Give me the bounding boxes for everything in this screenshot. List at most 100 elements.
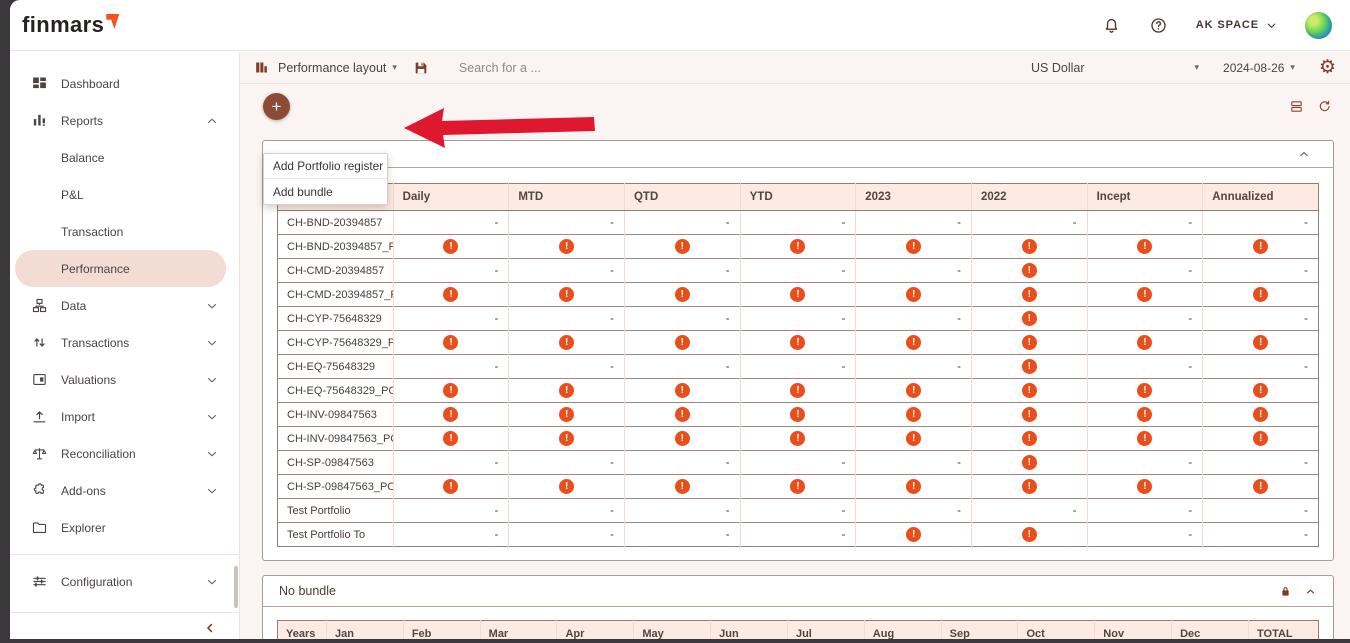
warning-icon[interactable]: ! <box>1021 455 1037 470</box>
settings-gear-icon[interactable]: ⚙ <box>1318 57 1336 78</box>
sidebar-item-valuations[interactable]: Valuations <box>10 361 239 398</box>
sidebar-item-performance[interactable]: Performance <box>15 250 226 287</box>
sidebar-item-reconciliation[interactable]: Reconciliation <box>10 435 239 472</box>
sidebar-item-pnl[interactable]: P&L <box>10 176 239 213</box>
warning-icon[interactable]: ! <box>906 335 922 350</box>
sidebar-item-reports[interactable]: Reports <box>10 102 239 139</box>
search-input[interactable] <box>456 59 717 76</box>
warning-icon[interactable]: ! <box>1253 287 1269 302</box>
user-avatar[interactable] <box>1305 11 1332 39</box>
warning-icon[interactable]: ! <box>906 479 922 494</box>
finmars-logo[interactable]: finmars <box>22 12 120 38</box>
split-rows-icon[interactable] <box>1289 99 1304 114</box>
warning-icon[interactable]: ! <box>559 239 575 254</box>
warning-icon[interactable]: ! <box>790 407 806 422</box>
warning-icon[interactable]: ! <box>443 335 459 350</box>
warning-icon[interactable]: ! <box>674 335 690 350</box>
warning-icon[interactable]: ! <box>674 287 690 302</box>
warning-icon[interactable]: ! <box>906 383 922 398</box>
warning-icon[interactable]: ! <box>443 383 459 398</box>
warning-icon[interactable]: ! <box>559 335 575 350</box>
warning-icon[interactable]: ! <box>1253 383 1269 398</box>
warning-icon[interactable]: ! <box>1253 239 1269 254</box>
sidebar-item-transactions[interactable]: Transactions <box>10 324 239 361</box>
sidebar-item-explorer[interactable]: Explorer <box>10 509 239 546</box>
help-icon[interactable] <box>1149 16 1168 35</box>
date-selector[interactable]: 2024-08-26 ▾ <box>1223 61 1295 75</box>
warning-icon[interactable]: ! <box>1253 431 1269 446</box>
warning-icon[interactable]: ! <box>1021 311 1037 326</box>
warning-icon[interactable]: ! <box>790 239 806 254</box>
sidebar-collapse-button[interactable] <box>10 612 239 635</box>
layout-selector-label[interactable]: Performance layout <box>278 60 387 75</box>
warning-icon[interactable]: ! <box>790 287 806 302</box>
sidebar-item-addons[interactable]: Add-ons <box>10 472 239 509</box>
warning-icon[interactable]: ! <box>443 407 459 422</box>
warning-icon[interactable]: ! <box>1137 287 1153 302</box>
warning-icon[interactable]: ! <box>790 383 806 398</box>
warning-icon[interactable]: ! <box>559 287 575 302</box>
sidebar-scrollbar-thumb[interactable] <box>234 566 238 608</box>
menu-item-add-bundle[interactable]: Add bundle <box>273 184 333 199</box>
warning-icon[interactable]: ! <box>906 431 922 446</box>
collapse-panel-chevron-up-icon[interactable] <box>1297 147 1311 161</box>
sidebar-item-configuration[interactable]: Configuration <box>10 563 239 600</box>
warning-icon[interactable]: ! <box>906 407 922 422</box>
value-cell: - <box>623 354 741 379</box>
notifications-bell-icon[interactable] <box>1102 16 1121 35</box>
warning-icon[interactable]: ! <box>1137 335 1153 350</box>
menu-item-add-portfolio-register[interactable]: Add Portfolio register <box>264 154 387 179</box>
warning-icon[interactable]: ! <box>559 407 575 422</box>
warning-icon[interactable]: ! <box>790 479 806 494</box>
warning-icon[interactable]: ! <box>1137 239 1153 254</box>
add-button[interactable]: + <box>263 93 290 120</box>
sidebar-item-balance[interactable]: Balance <box>10 139 239 176</box>
warning-icon[interactable]: ! <box>1021 239 1037 254</box>
warning-icon[interactable]: ! <box>674 407 690 422</box>
caret-down-icon[interactable]: ▾ <box>392 62 397 72</box>
sidebar-item-transaction[interactable]: Transaction <box>10 213 239 250</box>
warning-icon[interactable]: ! <box>1021 263 1037 278</box>
warning-icon[interactable]: ! <box>906 287 922 302</box>
warning-icon[interactable]: ! <box>906 527 922 542</box>
warning-icon[interactable]: ! <box>1021 383 1037 398</box>
layout-columns-icon[interactable] <box>254 60 269 75</box>
sidebar-item-data[interactable]: Data <box>10 287 239 324</box>
warning-icon[interactable]: ! <box>1021 335 1037 350</box>
save-layout-icon[interactable] <box>413 60 429 76</box>
warning-icon[interactable]: ! <box>1021 479 1037 494</box>
warning-icon[interactable]: ! <box>443 431 459 446</box>
warning-icon[interactable]: ! <box>443 479 459 494</box>
warning-icon[interactable]: ! <box>1021 359 1037 374</box>
warning-icon[interactable]: ! <box>1021 527 1037 542</box>
warning-icon[interactable]: ! <box>1137 431 1153 446</box>
warning-icon[interactable]: ! <box>1137 407 1153 422</box>
warning-icon[interactable]: ! <box>1021 431 1037 446</box>
warning-icon[interactable]: ! <box>790 335 806 350</box>
warning-icon[interactable]: ! <box>674 239 690 254</box>
warning-icon[interactable]: ! <box>1137 383 1153 398</box>
warning-icon[interactable]: ! <box>1021 407 1037 422</box>
refresh-icon[interactable] <box>1317 99 1332 114</box>
warning-icon[interactable]: ! <box>1253 335 1269 350</box>
warning-icon[interactable]: ! <box>443 239 459 254</box>
warning-icon[interactable]: ! <box>906 239 922 254</box>
workspace-selector[interactable]: AK SPACE <box>1196 19 1277 31</box>
warning-icon[interactable]: ! <box>559 431 575 446</box>
currency-selector[interactable]: US Dollar ▾ <box>1031 61 1199 75</box>
warning-icon[interactable]: ! <box>443 287 459 302</box>
sidebar-item-dashboard[interactable]: Dashboard <box>10 65 239 102</box>
warning-icon[interactable]: ! <box>790 431 806 446</box>
sidebar-item-import[interactable]: Import <box>10 398 239 435</box>
warning-icon[interactable]: ! <box>1021 287 1037 302</box>
warning-icon[interactable]: ! <box>1253 407 1269 422</box>
warning-icon[interactable]: ! <box>1253 479 1269 494</box>
warning-icon[interactable]: ! <box>674 383 690 398</box>
warning-icon[interactable]: ! <box>674 479 690 494</box>
warning-icon[interactable]: ! <box>559 383 575 398</box>
lock-icon[interactable] <box>1279 584 1292 599</box>
warning-icon[interactable]: ! <box>674 431 690 446</box>
warning-icon[interactable]: ! <box>559 479 575 494</box>
warning-icon[interactable]: ! <box>1137 479 1153 494</box>
collapse-panel-chevron-up-icon[interactable] <box>1304 585 1317 598</box>
